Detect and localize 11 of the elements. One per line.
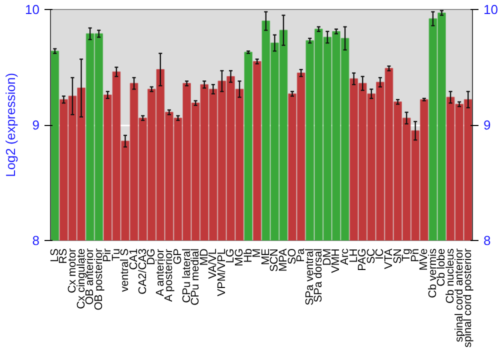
y-axis-title: Log2 (expression) bbox=[3, 72, 18, 178]
x-tick-label: Tg bbox=[400, 248, 413, 262]
x-tick-label: spinal cord posterior bbox=[462, 248, 474, 348]
y2-tick-label: 8 bbox=[484, 233, 491, 248]
y-tick-label: 9 bbox=[32, 118, 40, 132]
x-tick-label: RS bbox=[58, 248, 70, 264]
x-tick-label: OB posterior bbox=[92, 248, 105, 310]
y-tick-label: 8 bbox=[32, 233, 40, 248]
y2-tick-label: 9 bbox=[484, 118, 491, 132]
y-tick-label: 10 bbox=[25, 2, 40, 17]
y2-tick-label: 10 bbox=[484, 2, 498, 17]
